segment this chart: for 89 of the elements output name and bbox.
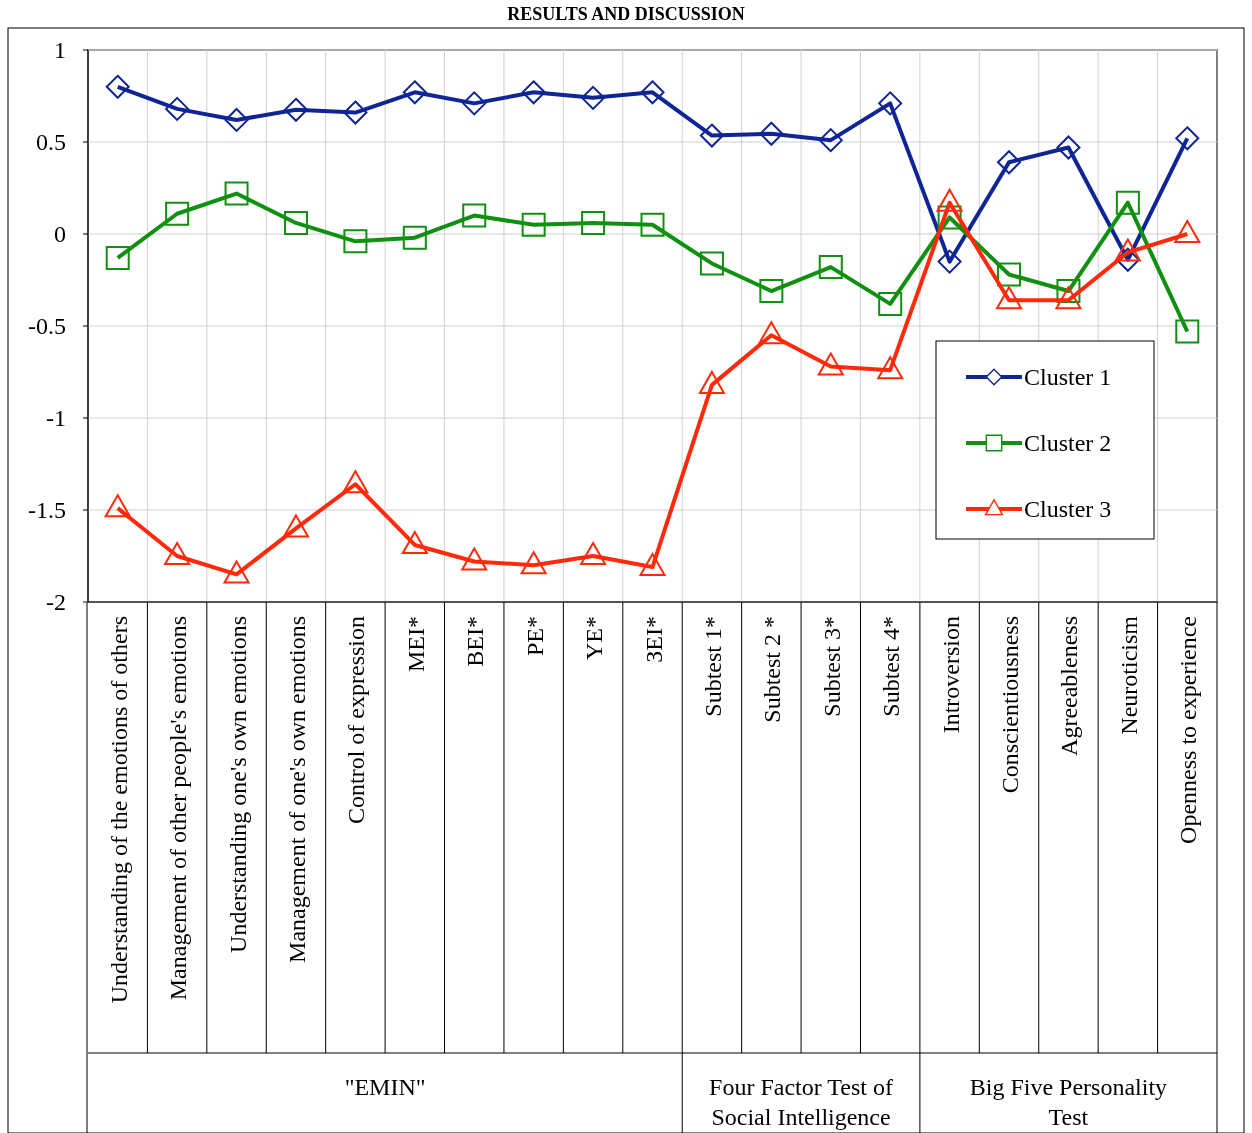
text: Big Five Personality Test (969, 1074, 1168, 1130)
text: "EMIN" (344, 1074, 426, 1100)
x-tick-label: Agreeableness (1056, 616, 1083, 756)
x-tick-label: Subtest 1* (699, 616, 726, 717)
point (1055, 286, 1082, 310)
x-tick-label: Neuroticism (1115, 615, 1142, 735)
point (462, 91, 487, 116)
x-tick-label: Management of other people's emotions (165, 616, 192, 1001)
point (640, 80, 665, 105)
point (818, 255, 843, 280)
point (698, 370, 725, 394)
point (224, 181, 249, 206)
x-tick-label: Management of one's own emotions (283, 616, 310, 963)
point (1175, 319, 1200, 344)
y-tick-label: -1.5 (28, 497, 66, 524)
point (1056, 279, 1081, 304)
point (1114, 238, 1141, 262)
point (997, 150, 1022, 175)
point (462, 203, 487, 228)
x-tick-label: Control of expression (343, 616, 370, 824)
point (402, 80, 427, 105)
y-tick-label: 0.5 (36, 129, 66, 156)
point (164, 542, 191, 565)
x-tick-label: PE* (521, 616, 548, 657)
point (343, 100, 368, 125)
point (521, 80, 546, 105)
x-tick-label: Subtest 4* (878, 616, 905, 717)
x-tick-label: YE* (581, 616, 608, 660)
point (699, 251, 724, 276)
x-tick-label: Openness to experience (1175, 616, 1202, 844)
point (699, 123, 724, 148)
y-tick-label: 1 (54, 37, 66, 64)
x-tick-label: Subtest 2 * (759, 616, 786, 723)
point (759, 121, 784, 146)
point (640, 212, 665, 237)
point (343, 229, 368, 254)
chart-title: RESULTS AND DISCUSSION (507, 4, 745, 24)
x-tick-label: Subtest 3* (818, 616, 845, 717)
point (878, 91, 903, 116)
point (104, 494, 131, 518)
point (817, 352, 844, 376)
point (342, 470, 369, 494)
point (283, 210, 308, 235)
point (1175, 126, 1200, 151)
point (1115, 247, 1140, 272)
point (758, 321, 785, 345)
point (878, 291, 903, 316)
point (401, 530, 428, 554)
point (224, 107, 249, 132)
x-tick-label: Understanding one's own emotions (224, 616, 251, 953)
x-tick-label: Conscientiousness (997, 616, 1024, 794)
point (223, 560, 250, 584)
point (282, 514, 309, 538)
point (1056, 135, 1081, 160)
y-tick-label: 0 (54, 221, 66, 248)
point (937, 205, 962, 230)
x-tick-label: MEI* (402, 616, 429, 672)
point (581, 210, 606, 235)
point (105, 245, 130, 270)
point (521, 212, 546, 237)
point (165, 96, 190, 121)
point (639, 553, 666, 577)
y-tick-label: -1 (46, 405, 66, 432)
text: Four Factor Test of Social Intelligence (709, 1074, 893, 1130)
point (165, 201, 190, 226)
legend-label: Cluster 2 (1024, 430, 1112, 457)
point (402, 225, 427, 250)
point (283, 97, 308, 122)
point (1115, 190, 1140, 215)
point (997, 262, 1022, 287)
x-tick-label: BEI* (462, 616, 489, 667)
x-tick-label: Introversion (937, 616, 964, 734)
point (937, 249, 962, 274)
legend-label: Cluster 3 (1024, 496, 1112, 523)
point (877, 356, 904, 380)
point (818, 128, 843, 153)
point (105, 74, 130, 99)
x-tick-label: Understanding of the emotions of others (105, 616, 132, 1004)
point (1174, 220, 1201, 243)
legend-label: Cluster 1 (1024, 364, 1112, 391)
x-tick-label: ЗEI* (640, 616, 667, 663)
point (461, 547, 488, 571)
point (520, 551, 547, 575)
point (996, 286, 1023, 310)
point (580, 542, 607, 565)
point (581, 85, 606, 110)
y-tick-label: -2 (46, 589, 66, 616)
y-tick-label: -0.5 (28, 313, 66, 340)
point (759, 279, 784, 304)
